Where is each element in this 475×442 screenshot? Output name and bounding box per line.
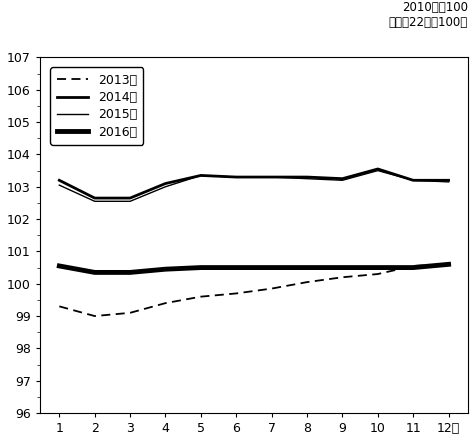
- Text: 2010年＝100
（平成22年＝100）: 2010年＝100 （平成22年＝100）: [389, 1, 468, 29]
- Legend: 2013年, 2014年, 2015年, 2016年: 2013年, 2014年, 2015年, 2016年: [50, 67, 143, 145]
